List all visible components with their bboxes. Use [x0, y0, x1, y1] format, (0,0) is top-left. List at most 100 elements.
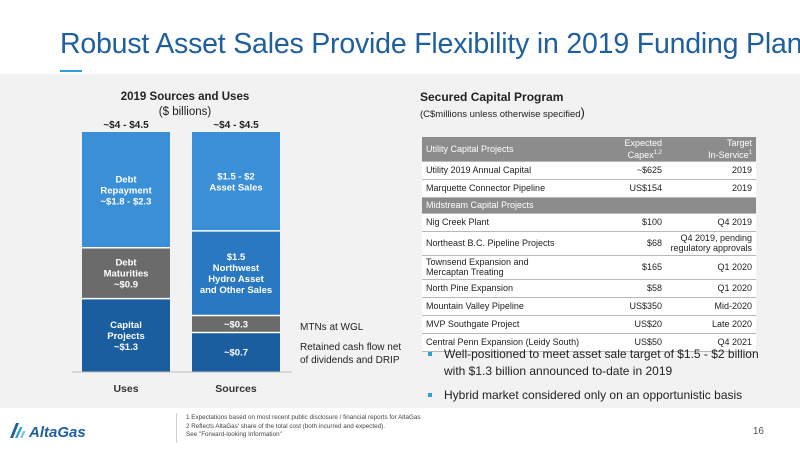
segment-label: Debt: [115, 258, 137, 269]
project-capex: US$350: [596, 297, 666, 316]
retained-annotation-line1: Retained cash flow net: [300, 342, 402, 353]
title-accent-rule: [60, 70, 82, 72]
bar-segment: [192, 315, 280, 333]
project-in-service: Q1 2020: [666, 255, 756, 280]
table-row: Mountain Valley Pipeline US$350 Mid-2020: [422, 297, 756, 316]
bullet-square-icon: [428, 393, 432, 397]
table-row: Nig Creek Plant $100 Q4 2019: [422, 213, 756, 232]
project-capex: US$50: [596, 333, 666, 352]
mtn-annotation: MTNs at WGL: [300, 322, 364, 333]
project-in-service: Mid-2020: [666, 297, 756, 316]
key-points-list: Well-positioned to meet asset sale targe…: [428, 346, 778, 411]
table-row: Marquette Connector Pipeline US$154 2019: [422, 179, 756, 198]
chart-title: 2019 Sources and Uses: [120, 91, 250, 103]
segment-label: Repayment: [100, 185, 152, 196]
footer-divider: [176, 413, 177, 443]
segment-label: Asset Sales: [209, 182, 262, 193]
segment-label: Projects: [107, 331, 145, 342]
segment-label: ~$1.8 - $2.3: [101, 196, 152, 207]
segment-label: $1.5: [227, 252, 246, 263]
project-capex: ~$625: [596, 161, 666, 180]
table-row: Central Penn Expansion (Leidy South) US$…: [422, 333, 756, 352]
header-in-service: Target In-Service1: [666, 137, 756, 162]
project-name: Utility 2019 Annual Capital: [422, 161, 596, 180]
project-capex: $58: [596, 279, 666, 298]
project-name: Central Penn Expansion (Leidy South): [422, 333, 596, 352]
bullet-square-icon: [428, 352, 432, 356]
footer-notes: 1 Expectations based on most recent publ…: [186, 414, 421, 440]
project-capex: US$20: [596, 315, 666, 334]
project-name-line1: Townsend Expansion and: [426, 257, 529, 267]
header-in-service-text: In-Service: [708, 149, 749, 160]
project-name: MVP Southgate Project: [422, 315, 596, 334]
header-capex-line2: Capex1,2: [600, 148, 662, 160]
segment-label: Debt: [115, 174, 137, 185]
footnote-1: 1 Expectations based on most recent publ…: [186, 414, 421, 421]
project-name: Nig Creek Plant: [422, 213, 596, 232]
project-in-service: Late 2020: [666, 315, 756, 334]
bullet-text: Hybrid market considered only on an oppo…: [444, 388, 743, 402]
list-item: Well-positioned to meet asset sale targe…: [428, 346, 778, 380]
list-item: Hybrid market considered only on an oppo…: [428, 387, 778, 404]
table-title: Secured Capital Program: [420, 90, 564, 104]
retained-annotation-line2: of dividends and DRIP: [300, 355, 400, 366]
segment-label: Northwest: [213, 263, 260, 274]
table-subtitle: (C$millions unless otherwise specified): [420, 105, 585, 120]
altagas-logo: AltaGas: [10, 423, 86, 441]
project-in-service: Q4 2019, pending regulatory approvals: [666, 231, 756, 256]
page-number: 16: [752, 426, 764, 437]
bullet-text: Well-positioned to meet asset sale targe…: [444, 347, 759, 378]
retained-cash-annotation: Retained cash flow net of dividends and …: [300, 341, 401, 367]
project-in-service: 2019: [666, 161, 756, 180]
table-subtitle-close: ): [580, 105, 585, 120]
header-capex: Expected Capex1,2: [596, 137, 666, 162]
header-capex-text: Capex: [627, 149, 654, 160]
category-label: Sources: [215, 383, 257, 395]
project-in-service-line1: Q4 2019, pending: [680, 233, 752, 243]
chart-subtitle: ($ billions): [158, 106, 212, 118]
segment-label: $1.5 - $2: [217, 171, 255, 182]
project-name: Mountain Valley Pipeline: [422, 297, 596, 316]
segment-label: Hydro Asset: [208, 274, 264, 285]
secured-capital-table: Utility Capital Projects Expected Capex1…: [422, 137, 756, 352]
table-row: North Pine Expansion $58 Q1 2020: [422, 279, 756, 298]
bar-total-label: ~$4 - $4.5: [213, 120, 259, 131]
segment-label: and Other Sales: [200, 285, 272, 296]
segment-label: Capital: [110, 320, 142, 331]
midstream-section-row: Midstream Capital Projects: [422, 197, 756, 214]
table-row: Northeast B.C. Pipeline Projects $68 Q4 …: [422, 231, 756, 256]
bar-segment: [82, 247, 170, 299]
table-row: Townsend Expansion and Mercaptan Treatin…: [422, 255, 756, 280]
bar-segment: [192, 230, 280, 316]
header-capex-line1: Expected: [624, 137, 662, 148]
sources-uses-chart: CapitalProjects~$1.3DebtMaturities~$0.9D…: [72, 120, 292, 395]
project-in-service: 2019: [666, 179, 756, 198]
bar-segment: [82, 132, 170, 248]
table-header-row: Utility Capital Projects Expected Capex1…: [422, 137, 756, 162]
bar-total-label: ~$4 - $4.5: [103, 120, 149, 131]
bar-segment: [192, 132, 280, 231]
segment-label: ~$0.3: [224, 320, 248, 331]
project-capex: $165: [596, 255, 666, 280]
segment-label: ~$1.3: [114, 342, 138, 353]
project-in-service: Q4 2021: [666, 333, 756, 352]
table-row: Utility 2019 Annual Capital ~$625 2019: [422, 161, 756, 180]
footnote-2: 2 Reflects AltaGas' share of the total c…: [186, 422, 385, 430]
project-name-line2: Mercaptan Treating: [426, 267, 504, 277]
project-capex: $100: [596, 213, 666, 232]
segment-label: ~$0.9: [114, 280, 138, 291]
project-in-service: Q1 2020: [666, 279, 756, 298]
midstream-section-label: Midstream Capital Projects: [422, 197, 756, 214]
header-in-service-sup: 1: [748, 149, 752, 156]
segment-label: ~$0.7: [224, 348, 248, 359]
project-in-service: Q4 2019: [666, 213, 756, 232]
slide-title: Robust Asset Sales Provide Flexibility i…: [60, 28, 800, 60]
header-in-service-line1: Target: [726, 137, 752, 148]
category-label: Uses: [113, 383, 138, 395]
bar-segment: [192, 332, 280, 372]
header-project: Utility Capital Projects: [422, 137, 596, 162]
header-capex-sup: 1,2: [653, 149, 662, 156]
project-capex: $68: [596, 231, 666, 256]
project-name: Townsend Expansion and Mercaptan Treatin…: [422, 255, 596, 280]
project-name: North Pine Expansion: [422, 279, 596, 298]
